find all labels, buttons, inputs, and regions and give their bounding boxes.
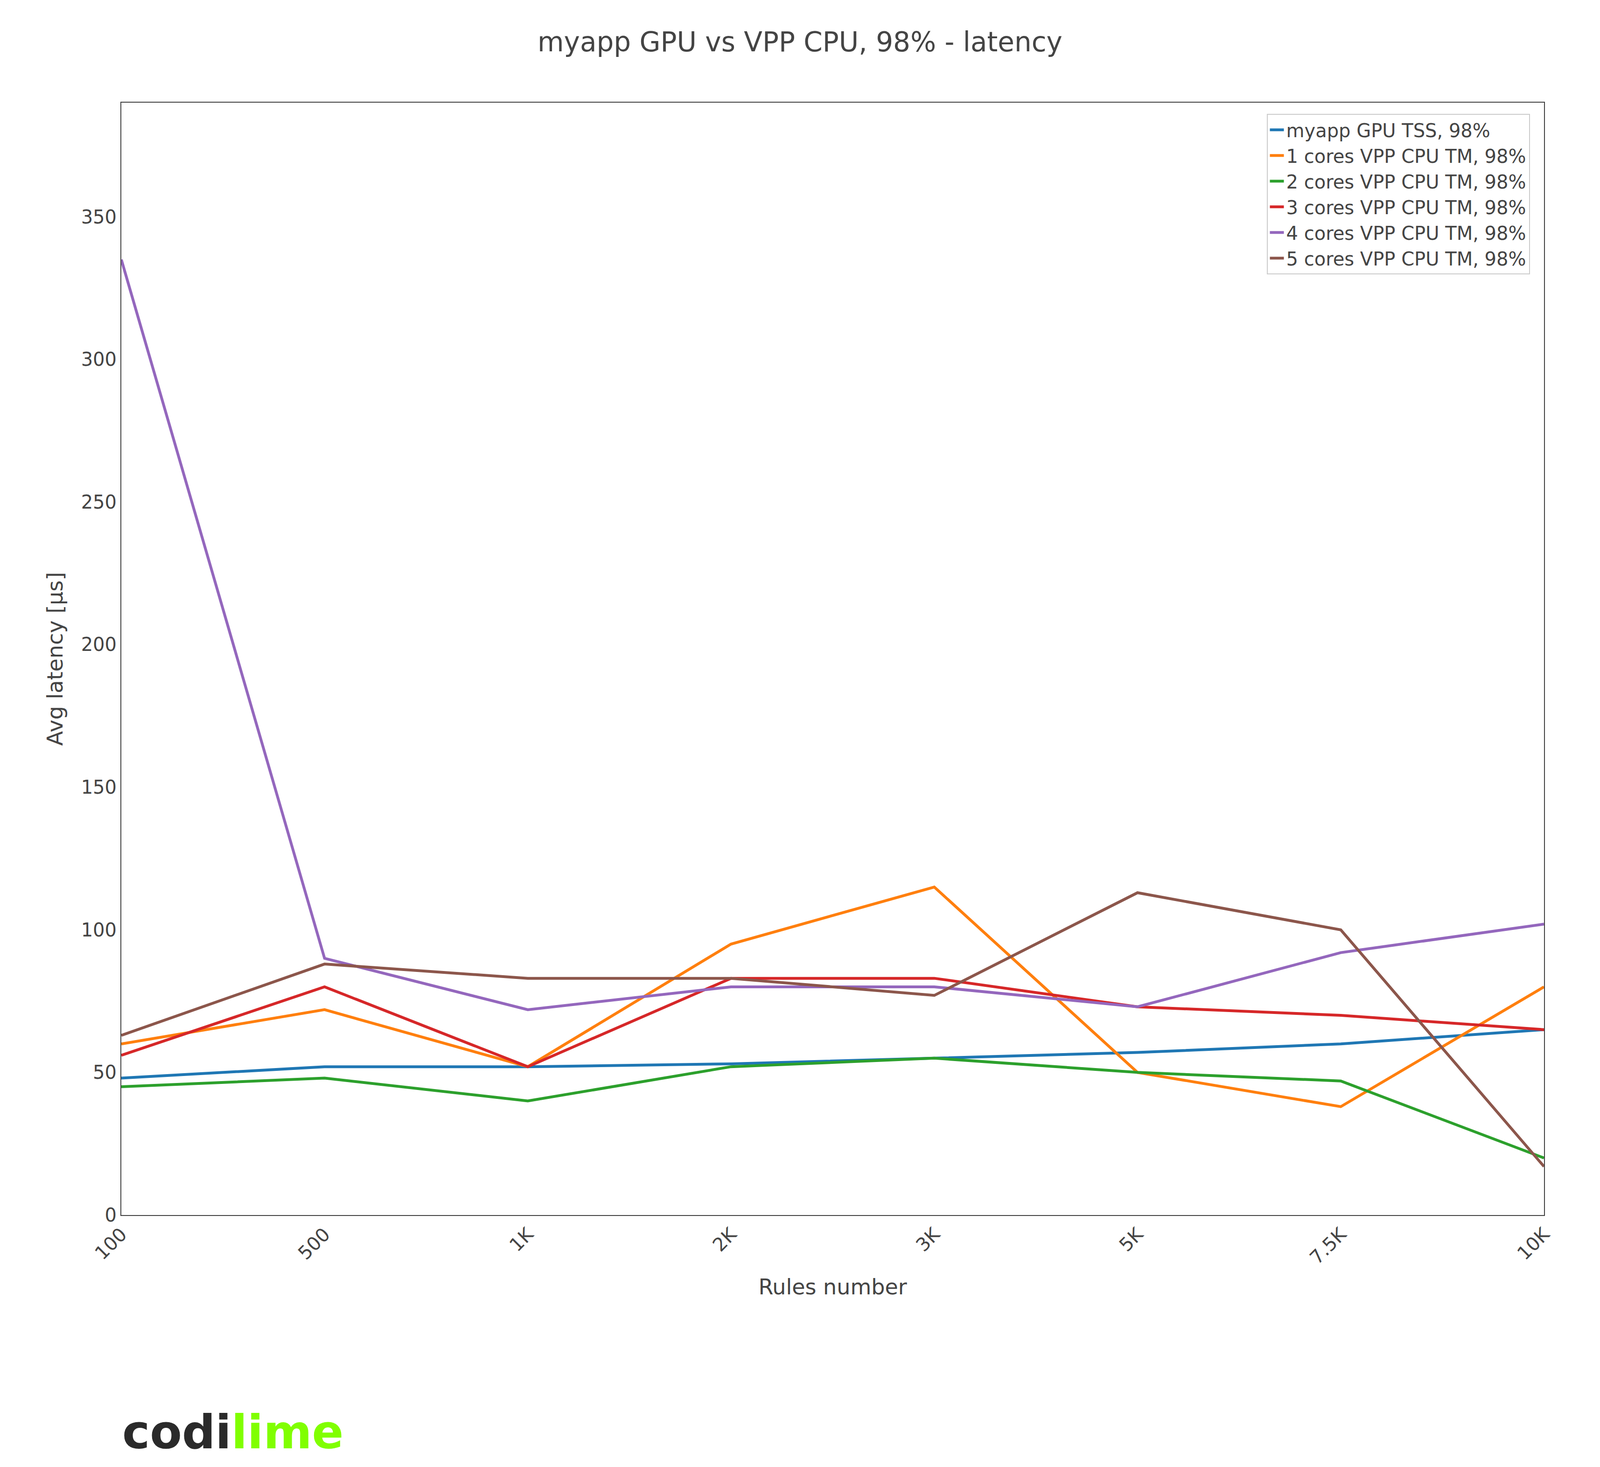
svg-text:5K: 5K <box>1114 1222 1148 1256</box>
svg-text:0: 0 <box>104 1204 117 1226</box>
svg-text:1K: 1K <box>505 1222 538 1256</box>
svg-text:100: 100 <box>90 1223 132 1265</box>
svg-text:3K: 3K <box>911 1222 945 1256</box>
svg-text:3 cores VPP CPU TM, 98%: 3 cores VPP CPU TM, 98% <box>1286 196 1527 219</box>
svg-text:5 cores VPP CPU TM, 98%: 5 cores VPP CPU TM, 98% <box>1286 248 1527 270</box>
svg-text:Avg latency [µs]: Avg latency [µs] <box>42 572 68 747</box>
svg-text:10K: 10K <box>1512 1222 1554 1265</box>
svg-text:2K: 2K <box>708 1222 741 1256</box>
svg-text:150: 150 <box>81 776 117 798</box>
svg-text:4 cores VPP CPU TM, 98%: 4 cores VPP CPU TM, 98% <box>1286 222 1527 245</box>
svg-text:350: 350 <box>81 206 117 228</box>
svg-text:300: 300 <box>81 348 117 371</box>
svg-text:250: 250 <box>81 491 117 513</box>
svg-text:50: 50 <box>92 1061 117 1083</box>
svg-text:codilime: codilime <box>122 1404 344 1460</box>
svg-text:100: 100 <box>81 919 117 941</box>
svg-text:200: 200 <box>81 633 117 656</box>
svg-text:500: 500 <box>293 1223 335 1265</box>
svg-text:1 cores VPP CPU TM, 98%: 1 cores VPP CPU TM, 98% <box>1286 145 1527 168</box>
svg-text:7.5K: 7.5K <box>1305 1222 1351 1269</box>
svg-text:myapp GPU vs VPP CPU, 98% - la: myapp GPU vs VPP CPU, 98% - latency <box>537 26 1063 58</box>
svg-text:2 cores VPP CPU TM, 98%: 2 cores VPP CPU TM, 98% <box>1286 171 1527 193</box>
svg-text:Rules number: Rules number <box>758 1274 907 1300</box>
svg-text:myapp GPU TSS, 98%: myapp GPU TSS, 98% <box>1286 119 1491 142</box>
